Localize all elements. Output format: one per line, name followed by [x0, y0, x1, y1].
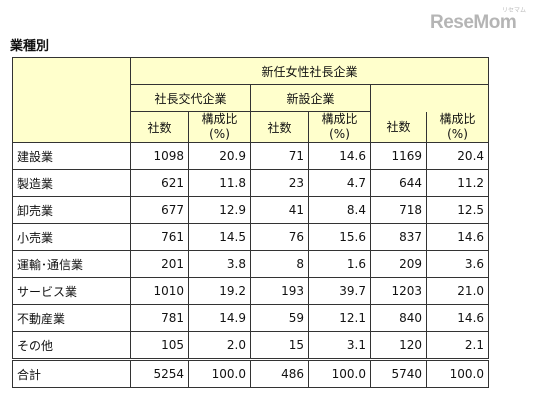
cell-value: 837: [370, 223, 427, 251]
col-ratio-3: 構成比 (%): [425, 111, 490, 143]
cell-value: 1203: [370, 277, 427, 305]
row-label: サービス業: [12, 277, 131, 305]
cell-value: 5740: [370, 358, 427, 388]
cell-value: 71: [250, 142, 309, 170]
cell-value: 14.9: [188, 304, 251, 332]
cell-value: 14.6: [425, 223, 490, 251]
row-label: 製造業: [12, 169, 131, 197]
cell-value: 2.1: [425, 331, 490, 360]
cell-value: 1.6: [308, 250, 371, 278]
cell-value: 19.2: [188, 277, 251, 305]
cell-value: 120: [370, 331, 427, 360]
table-row: 不動産業 781 14.9 59 12.1 840 14.6: [12, 304, 490, 332]
cell-value: 15.6: [308, 223, 371, 251]
logo-kana: リセマム: [501, 8, 526, 14]
cell-value: 21.0: [425, 277, 490, 305]
cell-value: 486: [250, 358, 309, 388]
cell-value: 12.1: [308, 304, 371, 332]
cell-value: 8: [250, 250, 309, 278]
col-count-2: 社数: [250, 111, 309, 143]
cell-value: 209: [370, 250, 427, 278]
cell-value: 15: [250, 331, 309, 360]
cell-value: 14.6: [308, 142, 371, 170]
cell-value: 5254: [130, 358, 189, 388]
cell-value: 677: [130, 196, 189, 224]
cell-value: 840: [370, 304, 427, 332]
cell-value: 39.7: [308, 277, 371, 305]
cell-value: 1010: [130, 277, 189, 305]
col-ratio-2: 構成比 (%): [308, 111, 371, 143]
table-row: 製造業 621 11.8 23 4.7 644 11.2: [12, 169, 490, 197]
table-row: サービス業 1010 19.2 193 39.7 1203 21.0: [12, 277, 490, 305]
cell-value: 201: [130, 250, 189, 278]
cell-value: 1169: [370, 142, 427, 170]
col-count-1: 社数: [130, 111, 189, 143]
cell-value: 718: [370, 196, 427, 224]
logo-text: ReseMom: [430, 12, 517, 33]
cell-value: 8.4: [308, 196, 371, 224]
cell-value: 781: [130, 304, 189, 332]
cell-value: 3.6: [425, 250, 490, 278]
row-label: 不動産業: [12, 304, 131, 332]
cell-value: 100.0: [425, 358, 490, 388]
cell-value: 12.9: [188, 196, 251, 224]
table-row: その他 105 2.0 15 3.1 120 2.1: [12, 331, 490, 360]
cell-value: 100.0: [308, 358, 371, 388]
header-newly-founded: 新設企業: [250, 84, 371, 112]
header-corner-cell: [12, 57, 131, 143]
cell-value: 14.6: [425, 304, 490, 332]
cell-value: 105: [130, 331, 189, 360]
cell-value: 20.9: [188, 142, 251, 170]
row-label: その他: [12, 331, 131, 360]
cell-value: 12.5: [425, 196, 490, 224]
header-total-spacer: [369, 84, 490, 112]
row-label: 合計: [12, 358, 131, 388]
table-row: 運輸･通信業 201 3.8 8 1.6 209 3.6: [12, 250, 490, 278]
cell-value: 76: [250, 223, 309, 251]
cell-value: 3.1: [308, 331, 371, 360]
table-row: 卸売業 677 12.9 41 8.4 718 12.5: [12, 196, 490, 224]
cell-value: 14.5: [188, 223, 251, 251]
table-row: 小売業 761 14.5 76 15.6 837 14.6: [12, 223, 490, 251]
cell-value: 11.2: [425, 169, 490, 197]
cell-value: 100.0: [188, 358, 251, 388]
total-row: 合計 5254 100.0 486 100.0 5740 100.0: [12, 358, 490, 388]
cell-value: 11.8: [188, 169, 251, 197]
cell-value: 41: [250, 196, 309, 224]
cell-value: 761: [130, 223, 189, 251]
header-row-subgroups: 社長交代企業 新設企業: [13, 84, 490, 112]
cell-value: 193: [250, 277, 309, 305]
row-label: 小売業: [12, 223, 131, 251]
cell-value: 59: [250, 304, 309, 332]
header-row-group: 新任女性社長企業: [12, 57, 490, 143]
cell-value: 3.8: [188, 250, 251, 278]
cell-value: 23: [250, 169, 309, 197]
row-label: 卸売業: [12, 196, 131, 224]
col-ratio-1: 構成比 (%): [188, 111, 251, 143]
cell-value: 644: [370, 169, 427, 197]
col-count-3: 社数: [370, 111, 427, 143]
row-label: 建設業: [12, 142, 131, 170]
resemom-logo: ReseMom リセマム: [430, 8, 526, 38]
cell-value: 4.7: [308, 169, 371, 197]
cell-value: 2.0: [188, 331, 251, 360]
industry-table: 新任女性社長企業 社長交代企業 新設企業 社数 構成比 (%) 社数 構成比 (%)…: [12, 57, 490, 388]
header-president-change: 社長交代企業: [130, 84, 251, 112]
cell-value: 1098: [130, 142, 189, 170]
header-new-female-president: 新任女性社長企業: [129, 57, 490, 85]
cell-value: 621: [130, 169, 189, 197]
row-label: 運輸･通信業: [12, 250, 131, 278]
section-title: 業種別: [10, 39, 50, 54]
table-row: 建設業 1098 20.9 71 14.6 1169 20.4: [12, 142, 490, 170]
cell-value: 20.4: [425, 142, 490, 170]
